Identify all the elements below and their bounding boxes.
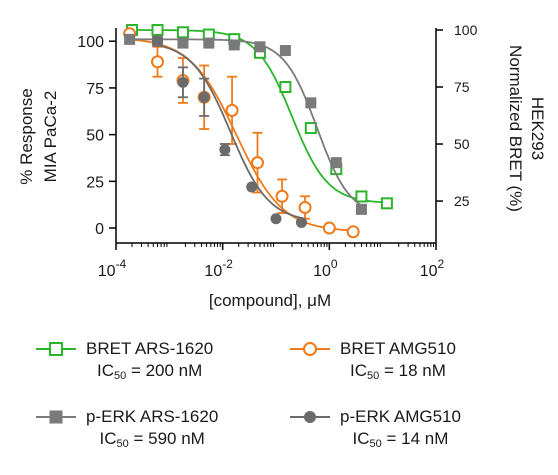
p-erk-amg510-point [246, 181, 258, 193]
x-tick-label: 102 [420, 257, 445, 280]
legend-ic50: IC50 = 590 nM [99, 429, 205, 450]
open-square-marker-icon [36, 342, 76, 356]
legend-ic50: IC50 = 14 nM [352, 429, 449, 450]
bret-amg510-point [322, 221, 336, 235]
bret-amg510-fit-curve [127, 38, 356, 232]
y-left-tick-label: 50 [86, 128, 104, 145]
p-erk-ars-1620-point [279, 45, 291, 57]
legend-label: BRET AMG510 IC50 = 18 nM [340, 338, 456, 387]
y-axis-left-title: MIA PaCa-2 [41, 91, 60, 183]
p-erk-ars-1620-point [228, 39, 240, 51]
y-right-tick-label: 50 [454, 136, 470, 152]
y-right-tick-label: 25 [454, 193, 470, 209]
legend-series-name: p-ERK AMG510 [340, 407, 461, 426]
bret-amg510-point [151, 55, 165, 69]
legend-item-bret-ars1620: BRET ARS-1620 IC50 = 200 nM [34, 338, 213, 387]
y-left-tick-label: 75 [86, 81, 104, 98]
x-tick-label: 100 [313, 257, 338, 280]
bret-ars-1620-point [380, 197, 393, 210]
p-erk-ars-1620-fit-curve [127, 38, 365, 208]
y-axis-right-title: HEK293 [528, 97, 547, 160]
x-tick-label: 10-4 [98, 257, 127, 280]
bret-ars-1620-point [304, 122, 317, 135]
p-erk-amg510-point [270, 213, 282, 225]
filled-square-marker-icon [36, 410, 76, 424]
filled-circle-marker-icon [290, 411, 330, 423]
legend-ic50: IC50 = 200 nM [96, 361, 203, 382]
legend-item-bret-amg510: BRET AMG510 IC50 = 18 nM [288, 338, 456, 387]
legend-series-name: p-ERK ARS-1620 [86, 407, 219, 426]
p-erk-amg510-point [295, 216, 307, 228]
bret-amg510-point [298, 201, 312, 214]
legend-series-name: BRET ARS-1620 [86, 339, 214, 358]
legend-label: p-ERK ARS-1620 IC50 = 590 nM [86, 406, 218, 455]
legend-label: p-ERK AMG510 IC50 = 14 nM [340, 406, 461, 455]
legend: BRET ARS-1620 IC50 = 200 nM BRET AMG510 … [0, 320, 558, 470]
bret-ars-1620-point [176, 26, 189, 39]
bret-amg510-point [275, 189, 289, 203]
bret-amg510-point [251, 156, 265, 170]
y-right-tick-label: 100 [454, 22, 478, 38]
p-erk-ars-1620-point [203, 37, 215, 49]
y-left-tick-label: 25 [86, 174, 104, 191]
p-erk-ars-1620-point [330, 157, 342, 169]
legend-item-perk-amg510: p-ERK AMG510 IC50 = 14 nM [288, 406, 461, 455]
legend-series-name: BRET AMG510 [340, 339, 456, 358]
p-erk-amg510-point [198, 91, 210, 103]
y-axis-right-title: Normalized BRET (%) [506, 45, 525, 212]
y-left-tick-label: 100 [77, 34, 104, 51]
dose-response-chart: 10-4 10-2 100 102 0 25 50 75 100 25 50 75 100 [compou… [17, 22, 547, 310]
y-right-tick-label: 75 [454, 79, 470, 95]
legend-ic50: IC50 = 18 nM [350, 361, 446, 382]
y-left-tick-label: 0 [95, 221, 104, 238]
x-tick-label: 10-2 [204, 257, 233, 280]
bret-amg510-point [346, 225, 360, 239]
y-axis-left-title: % Response [17, 88, 36, 184]
p-erk-amg510-point [152, 35, 164, 47]
p-erk-amg510-point [177, 76, 189, 88]
legend-item-perk-ars1620: p-ERK ARS-1620 IC50 = 590 nM [34, 406, 218, 455]
p-erk-ars-1620-point [177, 37, 189, 49]
legend-label: BRET ARS-1620 IC50 = 200 nM [86, 338, 213, 387]
p-erk-ars-1620-point [355, 203, 367, 215]
bret-ars-1620-point [355, 190, 368, 203]
p-erk-amg510-fit-curve [154, 43, 304, 220]
open-circle-marker-icon [290, 342, 330, 356]
bret-amg510-point [225, 103, 239, 117]
bret-ars-1620-point [279, 81, 292, 94]
bret-ars-1620-point [151, 24, 164, 36]
p-erk-ars-1620-point [254, 41, 266, 53]
p-erk-ars-1620-point [124, 33, 136, 45]
p-erk-amg510-point [219, 144, 231, 156]
p-erk-ars-1620-point [305, 97, 317, 109]
x-axis-title: [compound], μM [209, 291, 331, 310]
